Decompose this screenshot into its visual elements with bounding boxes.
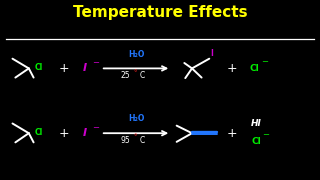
Text: H₂O: H₂O [128,114,144,123]
Text: −: − [92,123,99,132]
Text: Cl: Cl [34,128,43,137]
Text: I: I [83,63,87,73]
Text: H₂O: H₂O [128,50,144,59]
Text: 95: 95 [121,136,130,145]
Text: C: C [140,136,145,145]
Text: Cl: Cl [251,137,261,146]
Text: I: I [83,128,87,138]
Text: °: ° [133,70,136,76]
Text: 25: 25 [121,71,130,80]
Text: +: + [227,62,237,75]
Text: °: ° [133,135,136,141]
Text: −: − [92,58,99,68]
Text: +: + [227,127,237,140]
Text: I: I [210,49,213,58]
Text: C: C [140,71,145,80]
Text: Cl: Cl [34,63,43,72]
Text: HI: HI [251,119,262,128]
Text: −: − [261,57,268,66]
Text: +: + [59,127,69,140]
Text: −: − [262,130,269,140]
Text: +: + [59,62,69,75]
Text: Temperature Effects: Temperature Effects [73,5,247,20]
Text: Cl: Cl [250,64,259,73]
